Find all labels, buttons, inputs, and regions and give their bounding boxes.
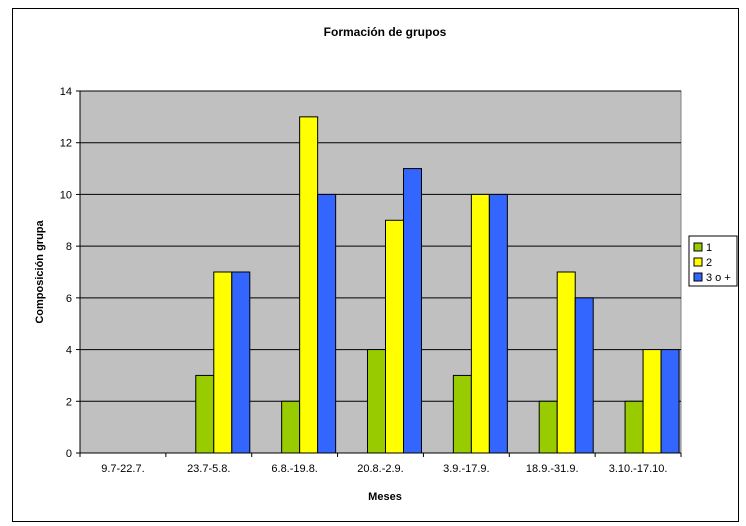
legend-swatch <box>693 257 703 267</box>
bar <box>385 219 404 454</box>
y-tick-label: 8 <box>66 241 72 253</box>
y-tick-label: 4 <box>66 345 72 357</box>
x-tick-label: 23.7-5.8. <box>187 463 230 475</box>
plot-area: 0 2 4 6 8 10 12 14 9.7-22.7. 23.7-5.8. 6.8.-19.8. 2… <box>60 86 682 475</box>
y-tick-label: 10 <box>60 189 72 201</box>
bar <box>317 193 337 454</box>
bar <box>367 349 386 454</box>
bar <box>299 116 319 454</box>
bar <box>470 193 490 454</box>
y-tick-label: 12 <box>60 138 72 150</box>
bar <box>213 271 233 454</box>
x-tick-label: 9.7-22.7. <box>101 463 144 475</box>
x-axis-label: Meses <box>368 491 402 503</box>
x-tick-label: 18.9.-31.9. <box>526 463 579 475</box>
y-tick-label: 0 <box>66 448 72 460</box>
x-tick-label: 20.8.-2.9. <box>357 463 403 475</box>
bar <box>403 168 422 454</box>
y-tick-label: 14 <box>60 86 72 98</box>
chart-title: Formación de grupos <box>324 25 447 39</box>
bar <box>195 374 215 454</box>
bar <box>574 297 594 454</box>
x-tick-label: 6.8.-19.8. <box>271 463 317 475</box>
legend-label: 2 <box>706 257 712 269</box>
legend-swatch <box>693 272 703 282</box>
bar <box>281 400 301 454</box>
bar <box>642 349 662 454</box>
y-tick-label: 6 <box>66 293 72 305</box>
bar <box>488 193 508 454</box>
legend-label: 1 <box>706 242 712 254</box>
bar <box>452 374 472 454</box>
x-tick-label: 3.9.-17.9. <box>443 463 489 475</box>
bar <box>556 271 576 454</box>
bar <box>660 349 680 454</box>
y-axis-label: Composición grupa <box>34 219 46 323</box>
bar <box>624 400 644 454</box>
legend-swatch <box>693 242 703 252</box>
bar <box>231 271 251 454</box>
y-tick-label: 2 <box>66 396 72 408</box>
legend: 1 2 3 o + <box>688 235 738 287</box>
bar <box>538 400 558 454</box>
legend-label: 3 o + <box>706 272 731 284</box>
x-tick-label: 3.10.-17.10. <box>609 463 668 475</box>
